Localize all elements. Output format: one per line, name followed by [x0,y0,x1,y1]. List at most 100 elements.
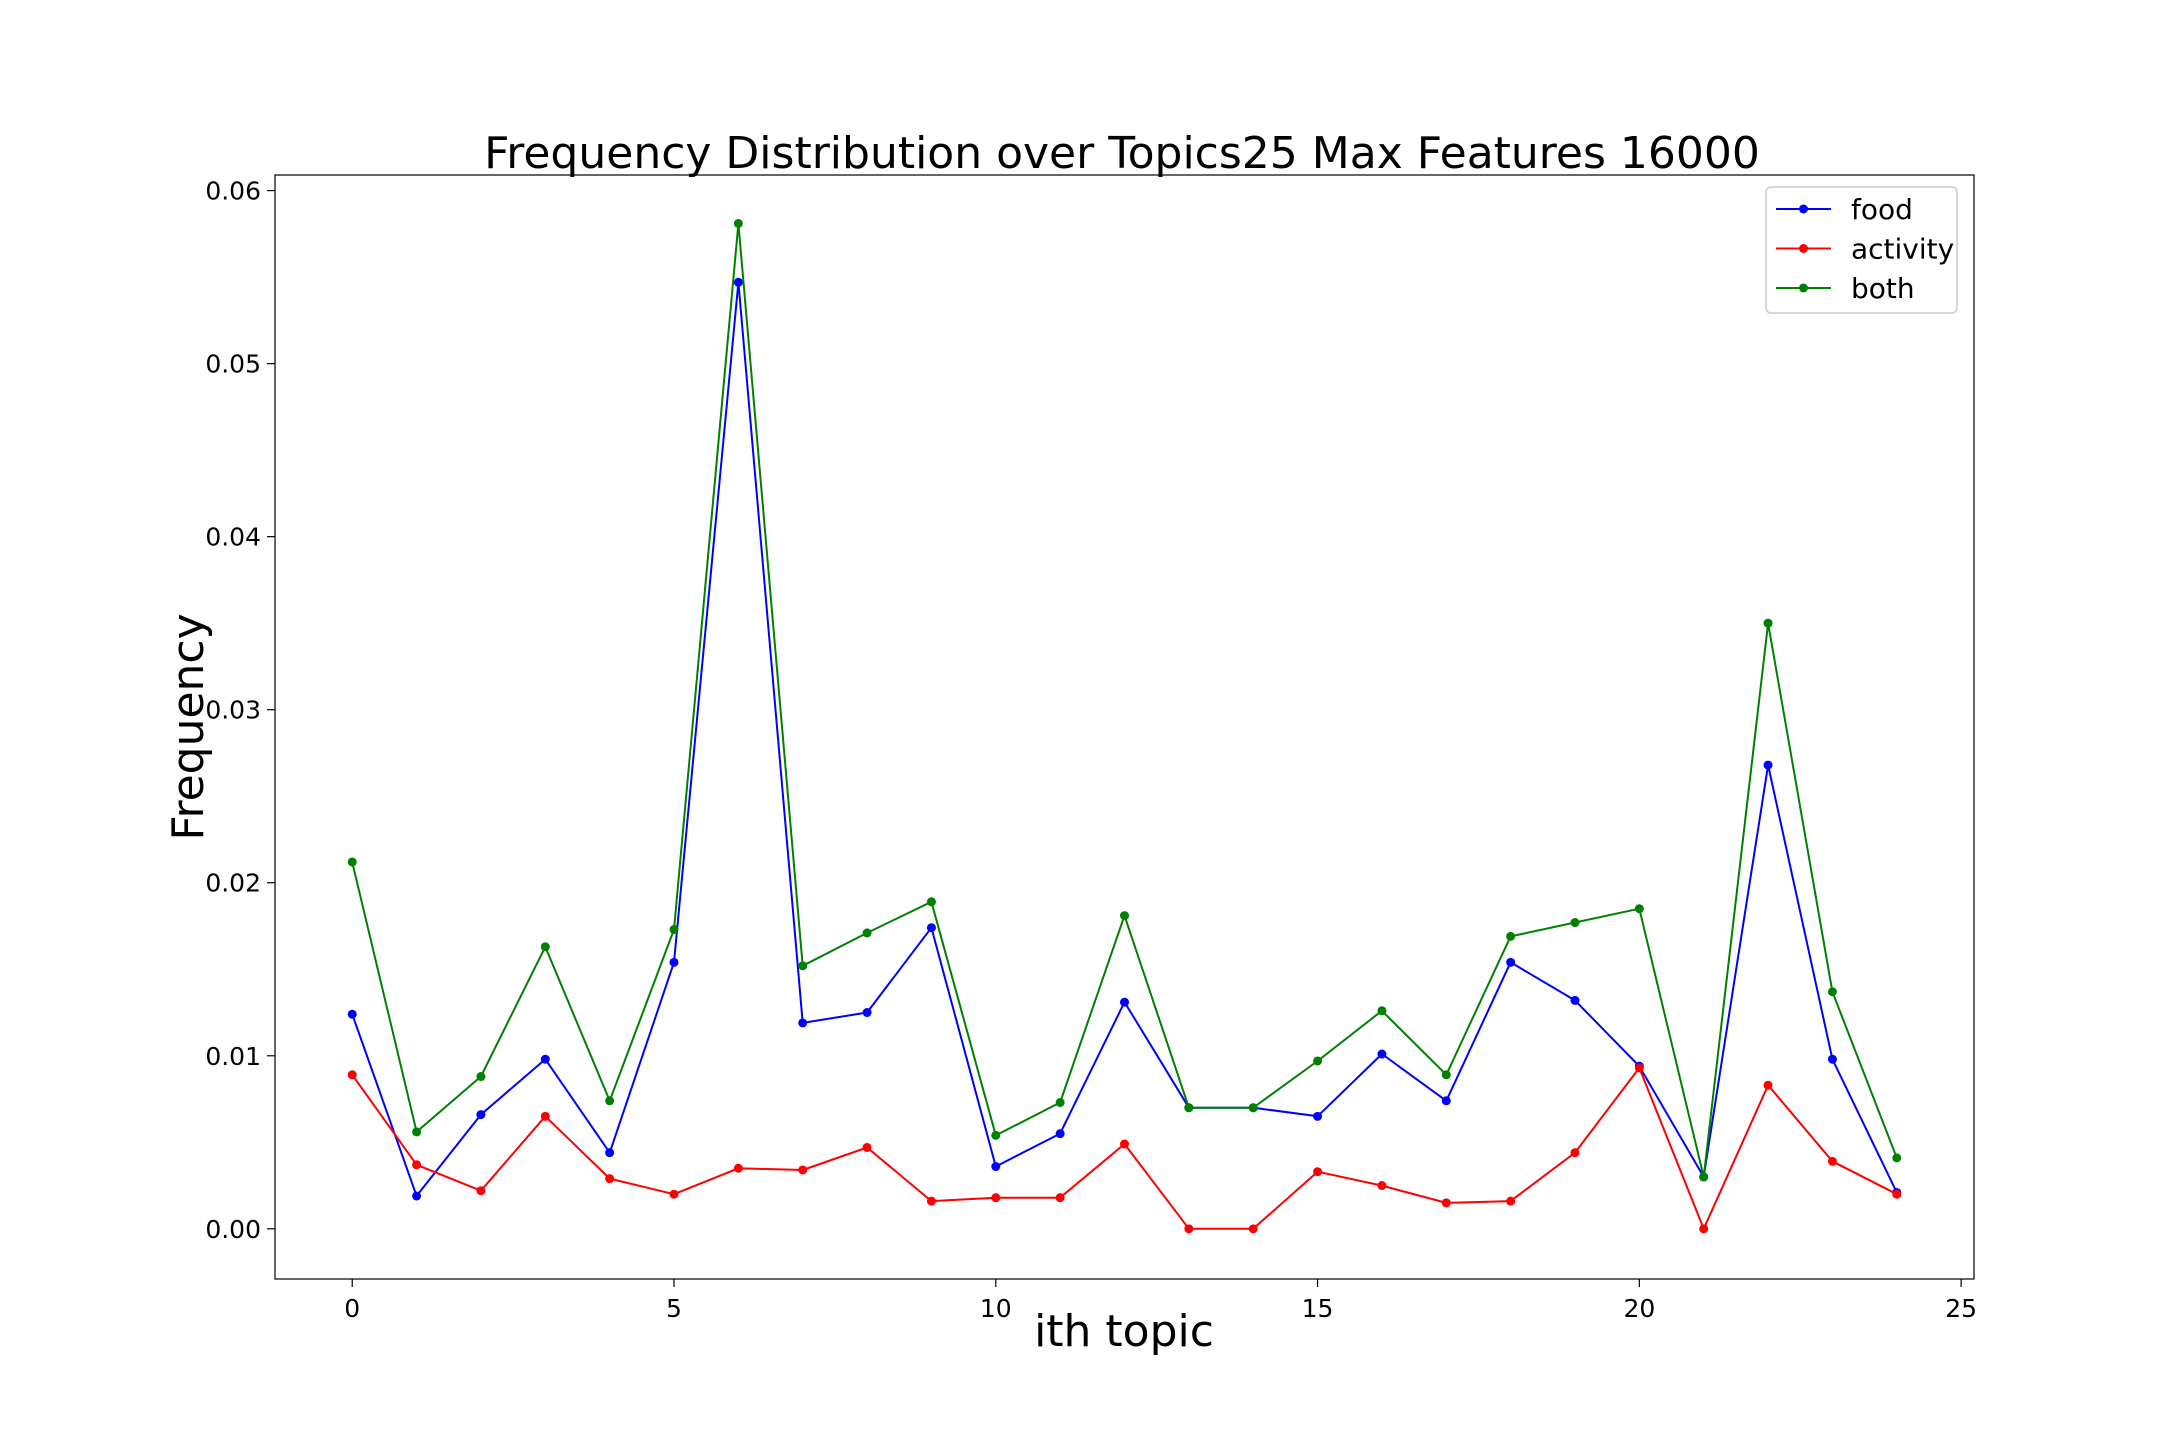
data-point-both [412,1127,422,1137]
x-tick-label: 0 [344,1294,360,1323]
data-point-food [412,1191,422,1201]
data-point-both [733,218,743,228]
data-point-both [669,924,679,934]
data-point-food [1441,1096,1451,1106]
data-point-activity [1699,1224,1709,1234]
data-point-food [798,1018,808,1028]
data-point-both [476,1072,486,1082]
data-point-activity [1313,1167,1323,1177]
y-tick-label: 0.05 [205,350,261,379]
data-point-activity [798,1165,808,1175]
data-point-food [1827,1054,1837,1064]
y-tick-label: 0.06 [205,177,261,206]
data-point-activity [540,1111,550,1121]
legend-label-food: food [1851,193,1913,226]
data-point-food [605,1148,615,1158]
legend-label-activity: activity [1851,233,1954,266]
x-axis-title: ith topic [1034,1306,1214,1357]
chart-title: Frequency Distribution over Topics25 Max… [484,128,1760,179]
data-point-both [1055,1097,1065,1107]
data-point-both [1184,1103,1194,1113]
data-point-both [798,961,808,971]
data-point-food [1313,1111,1323,1121]
data-point-both [1827,987,1837,997]
series-line-both [351,222,1898,1178]
legend-box [1765,186,1958,314]
data-point-both [1441,1070,1451,1080]
data-point-activity [1827,1156,1837,1166]
data-point-both [347,857,357,867]
data-point-activity [669,1189,679,1199]
data-point-both [991,1130,1001,1140]
y-tick-label: 0.00 [205,1215,261,1244]
data-point-food [540,1054,550,1064]
plot-series [347,218,1902,1234]
legend-marker-both [1799,283,1808,293]
x-tick-label: 25 [1945,1294,1977,1323]
legend: food activity both [1765,186,1958,314]
data-point-activity [862,1142,872,1152]
data-point-activity [1570,1148,1580,1158]
data-point-food [926,923,936,933]
plot-area [274,174,1975,1280]
data-point-food [1377,1049,1387,1059]
data-point-both [1377,1006,1387,1016]
data-point-activity [1248,1224,1258,1234]
x-tick-label: 20 [1623,1294,1655,1323]
data-point-both [1699,1172,1709,1182]
data-point-food [1763,760,1773,770]
data-point-food [476,1110,486,1120]
data-point-both [1506,931,1516,941]
y-axis-title: Frequency [163,613,214,840]
y-tick-label: 0.01 [205,1042,261,1071]
x-tick-label: 5 [666,1294,682,1323]
data-point-activity [1506,1196,1516,1206]
data-point-activity [476,1186,486,1196]
x-tick-label: 15 [1302,1294,1334,1323]
data-point-both [1570,918,1580,928]
data-point-activity [733,1163,743,1173]
data-point-activity [1763,1080,1773,1090]
data-point-activity [605,1174,615,1184]
data-point-food [991,1162,1001,1172]
data-point-both [1634,904,1644,914]
data-point-food [733,277,743,287]
data-point-activity [347,1070,357,1080]
data-point-both [1313,1056,1323,1066]
data-point-activity [926,1196,936,1206]
data-point-activity [1441,1198,1451,1208]
data-point-food [862,1008,872,1018]
x-tick-label: 10 [980,1294,1012,1323]
y-tick-label: 0.02 [205,869,261,898]
data-point-food [669,957,679,967]
data-point-food [347,1009,357,1019]
data-point-activity [1634,1063,1644,1073]
data-point-food [1506,957,1516,967]
data-point-food [1055,1129,1065,1139]
series-line-food [351,281,1898,1197]
data-point-activity [1120,1139,1129,1149]
legend-label-both: both [1851,272,1915,305]
data-point-activity [1892,1189,1902,1199]
y-tick-label: 0.04 [205,523,261,552]
data-point-food [1120,997,1129,1007]
x-axis: 0 5 10 15 20 25 [344,1279,1977,1323]
data-point-both [1763,618,1773,628]
data-point-activity [1184,1224,1194,1234]
data-point-both [540,942,550,952]
data-point-both [926,897,936,907]
data-point-both [862,928,872,938]
legend-marker-activity [1799,244,1808,253]
data-point-both [1248,1103,1258,1113]
data-point-food [1570,995,1580,1005]
data-point-activity [1377,1181,1387,1191]
y-tick-label: 0.03 [205,696,261,725]
data-point-both [1120,911,1129,921]
data-point-both [1892,1153,1902,1163]
data-point-both [605,1096,615,1106]
y-axis: 0.00 0.01 0.02 0.03 0.04 0.05 0.06 [205,177,275,1244]
data-point-activity [412,1160,422,1170]
legend-marker-food [1799,204,1808,214]
data-point-activity [991,1193,1001,1203]
